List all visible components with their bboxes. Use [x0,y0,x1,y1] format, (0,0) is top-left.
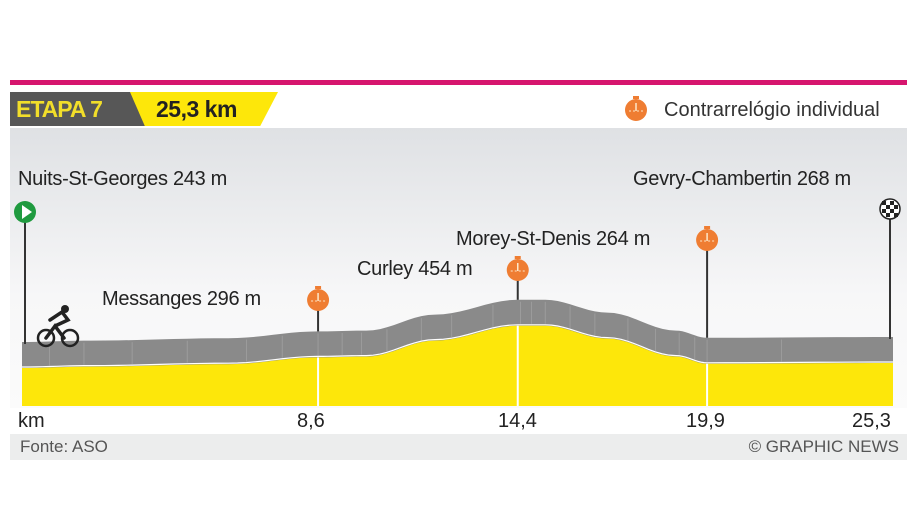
x-tick-label: 8,6 [297,410,325,432]
road-edge [21,324,894,368]
legend-time-check-icon [625,96,647,121]
cyclist-icon [61,305,69,313]
stage-badge: ETAPA 7 [10,92,145,126]
point-label-morey: Morey-St-Denis 264 m [456,228,651,250]
time-check-icon [506,256,529,281]
distance-badge: 25,3 km [130,92,278,126]
cyclist-icon [36,328,56,348]
finish-checker-square [894,213,898,217]
cyclist-icon [44,309,71,340]
finish-checker-square [886,213,890,217]
credit-text: © GRAPHIC NEWS [748,437,899,456]
start-play-glyph [22,205,32,219]
accent-rule [10,80,907,85]
finish-checker-square [886,205,890,209]
stage-label: ETAPA 7 [16,96,103,122]
finish-checker-square [890,209,894,213]
x-axis-label: km [18,410,45,432]
source-text: Fonte: ASO [20,437,108,456]
footer: Fonte: ASO © GRAPHIC NEWS [10,434,907,460]
road-band [22,299,893,368]
finish-checker-square [882,201,886,205]
x-tick-label: 19,9 [686,410,725,432]
legend-label: Contrarrelógio individual [664,99,880,121]
point-label-start: Nuits-St-Georges 243 m [18,168,228,190]
x-tick-label: 25,3 [852,410,891,432]
finish-checker-square [894,205,898,209]
point-label-curley: Curley 454 m [357,258,473,280]
x-tick-label: 14,4 [498,410,537,432]
distance-label: 25,3 km [156,96,237,122]
point-label-messanges: Messanges 296 m [102,288,261,310]
finish-checker-square [890,201,894,205]
point-label-finish: Gevry-Chambertin 268 m [633,168,851,190]
time-check-icon [696,226,719,251]
time-check-icon [307,286,330,311]
elevation-fill [22,323,893,406]
finish-checker-square [882,209,886,213]
